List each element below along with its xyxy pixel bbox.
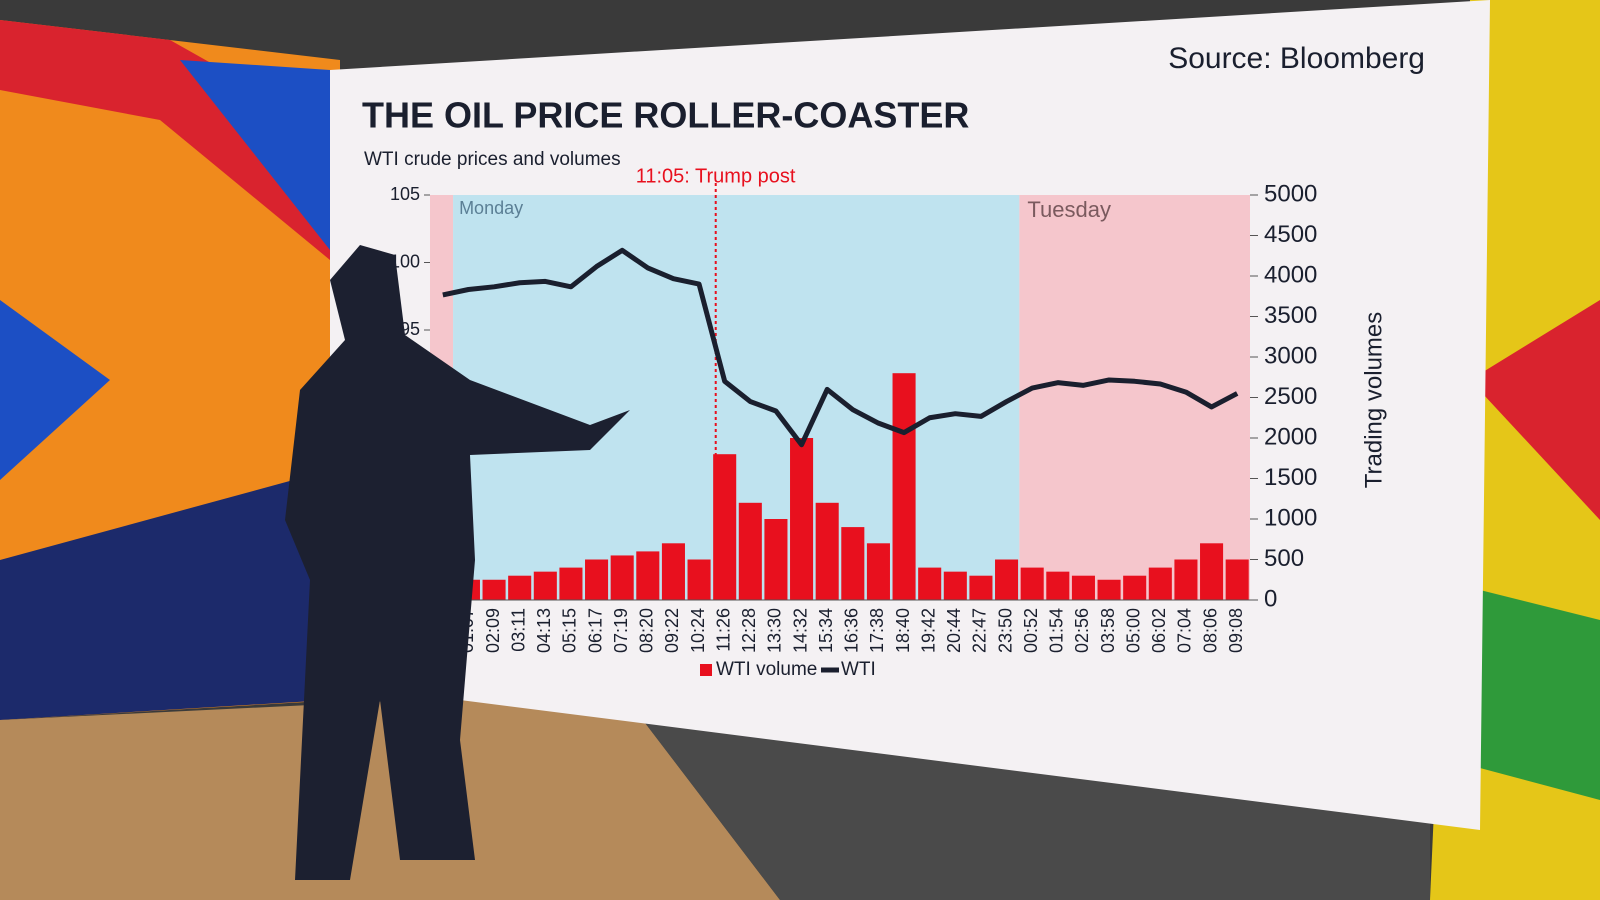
- x-tick-label: 07:04: [1175, 608, 1195, 653]
- volume-bar: [918, 567, 942, 600]
- y2-tick-label: 3500: [1264, 302, 1317, 329]
- volume-bar: [943, 571, 967, 600]
- y-tick-label: 95: [400, 319, 420, 339]
- x-tick-label: 14:32: [790, 608, 810, 653]
- x-tick-label: 13:30: [765, 608, 785, 653]
- volume-bar: [1174, 559, 1198, 600]
- volume-bar: [1046, 571, 1070, 600]
- x-tick-label: 11:26: [713, 608, 733, 652]
- x-tick-label: 03:11: [508, 608, 528, 652]
- x-tick-label: 23:50: [995, 608, 1015, 653]
- price-line: [442, 247, 1239, 448]
- volume-bar: [559, 567, 583, 600]
- x-tick-label: 18:40: [893, 608, 913, 653]
- x-tick-label: 02:56: [1072, 608, 1092, 653]
- legend-label: WTI volume: [716, 659, 817, 680]
- y2-tick-label: 1000: [1264, 504, 1317, 531]
- y2-tick-label: 1500: [1264, 464, 1317, 491]
- x-tick-label: 03:58: [1098, 608, 1118, 653]
- x-tick-label: 09:22: [662, 608, 682, 653]
- y2-tick-label: 2000: [1264, 423, 1317, 450]
- legend-swatch: [700, 664, 712, 676]
- region: [1019, 195, 1250, 600]
- x-tick-label: 08:06: [1200, 608, 1220, 653]
- volume-bar: [764, 519, 788, 600]
- floor: [0, 690, 780, 900]
- volume-bar: [790, 438, 814, 600]
- x-tick-label: 02:09: [483, 608, 503, 653]
- x-tick-label: 06:02: [1149, 608, 1169, 653]
- x-tick-label: 10:24: [688, 608, 708, 653]
- annotation: 11:05: Trump post: [636, 165, 796, 187]
- volume-bar: [661, 543, 685, 600]
- x-tick-label: 09:08: [1226, 608, 1246, 653]
- x-tick-label: 16:36: [842, 608, 862, 653]
- right-shape: [1470, 300, 1600, 520]
- volume-bar: [482, 579, 506, 600]
- volume-bar: [892, 373, 916, 600]
- volume-bar: [636, 551, 660, 600]
- left-shape: [0, 300, 110, 480]
- y2-tick-label: 0: [1264, 585, 1277, 612]
- volume-bar: [1225, 559, 1249, 600]
- volume-bar: [995, 559, 1019, 600]
- x-tick-label: 15:34: [816, 608, 836, 653]
- x-tick-label: 00:52: [1021, 608, 1041, 653]
- volume-bar: [1148, 567, 1172, 600]
- x-tick-label: 05:00: [1123, 608, 1143, 653]
- x-tick-label: 22:47: [970, 608, 990, 653]
- y2-axis-title: Trading volumes: [1360, 312, 1387, 489]
- volume-bar: [687, 559, 711, 600]
- volume-bar: [508, 575, 532, 600]
- annotation: Tuesday: [1027, 197, 1111, 222]
- volume-bar: [1071, 575, 1095, 600]
- presenter: [285, 245, 630, 880]
- x-tick-label: 19:42: [918, 608, 938, 653]
- y-tick-label: 105: [390, 184, 420, 204]
- source: Source: Bloomberg: [1168, 42, 1425, 75]
- left-shape: [0, 20, 330, 260]
- x-tick-label: 12:28: [739, 608, 759, 653]
- x-tick-label: 07:19: [611, 608, 631, 653]
- volume-bar: [1020, 567, 1044, 600]
- volume-bar: [866, 543, 890, 600]
- left-shape: [0, 470, 330, 720]
- volume-bar: [738, 502, 762, 600]
- volume-bar: [1097, 579, 1121, 600]
- volume-bar: [969, 575, 993, 600]
- left-shape: [180, 60, 330, 250]
- volume-bar: [1200, 543, 1224, 600]
- y2-tick-label: 5000: [1264, 180, 1317, 207]
- legend-label: WTI: [841, 659, 876, 680]
- chart-title: THE OIL PRICE ROLLER-COASTER: [362, 95, 969, 136]
- y2-tick-label: 4500: [1264, 221, 1317, 248]
- volume-bar: [610, 555, 634, 600]
- y-tick-label: 100: [390, 251, 420, 271]
- volume-bar: [815, 502, 839, 600]
- volume-bar: [585, 559, 609, 600]
- x-tick-label: 20:44: [944, 608, 964, 653]
- x-tick-label: 04:13: [534, 608, 554, 653]
- volume-bar: [841, 527, 865, 600]
- x-tick-label: 08:20: [637, 608, 657, 653]
- y2-tick-label: 2500: [1264, 383, 1317, 410]
- y2-tick-label: 3000: [1264, 342, 1317, 369]
- x-tick-label: 05:15: [560, 608, 580, 653]
- x-tick-label: 01:54: [1047, 608, 1067, 653]
- x-tick-label: 06:17: [585, 608, 605, 653]
- y2-tick-label: 500: [1264, 545, 1304, 572]
- chart-subtitle: WTI crude prices and volumes: [364, 149, 621, 170]
- annotation: Monday: [459, 198, 523, 218]
- volume-bar: [533, 571, 557, 600]
- volume-bar: [1123, 575, 1147, 600]
- volume-bar: [713, 454, 737, 600]
- y2-tick-label: 4000: [1264, 261, 1317, 288]
- x-tick-label: 17:38: [867, 608, 887, 653]
